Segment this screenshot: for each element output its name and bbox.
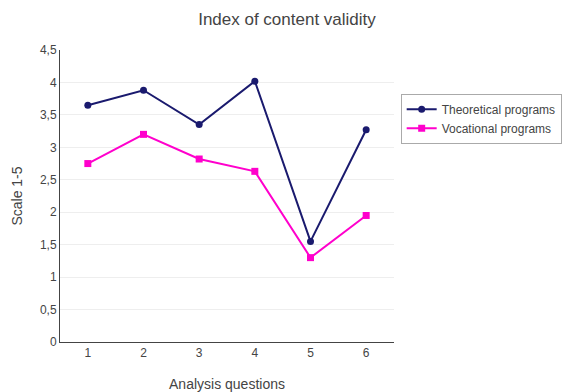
- svg-text:0: 0: [50, 335, 57, 349]
- svg-text:2: 2: [50, 205, 57, 219]
- svg-text:4: 4: [251, 346, 258, 360]
- svg-text:2,5: 2,5: [40, 173, 57, 187]
- svg-text:6: 6: [363, 346, 370, 360]
- svg-text:Theoretical programs: Theoretical programs: [442, 103, 555, 117]
- svg-text:Scale 1-5: Scale 1-5: [9, 166, 25, 225]
- svg-text:0,5: 0,5: [40, 303, 57, 317]
- svg-text:4,5: 4,5: [40, 43, 57, 57]
- svg-text:Analysis questions: Analysis questions: [169, 376, 285, 392]
- svg-text:1: 1: [50, 270, 57, 284]
- svg-text:5: 5: [307, 346, 314, 360]
- svg-text:Index of content validity: Index of content validity: [198, 10, 376, 29]
- svg-text:1,5: 1,5: [40, 238, 57, 252]
- svg-text:1: 1: [84, 346, 91, 360]
- svg-text:3: 3: [50, 141, 57, 155]
- svg-text:4: 4: [50, 76, 57, 90]
- svg-text:3,5: 3,5: [40, 108, 57, 122]
- svg-text:3: 3: [196, 346, 203, 360]
- svg-text:Vocational programs: Vocational programs: [442, 122, 551, 136]
- svg-text:2: 2: [140, 346, 147, 360]
